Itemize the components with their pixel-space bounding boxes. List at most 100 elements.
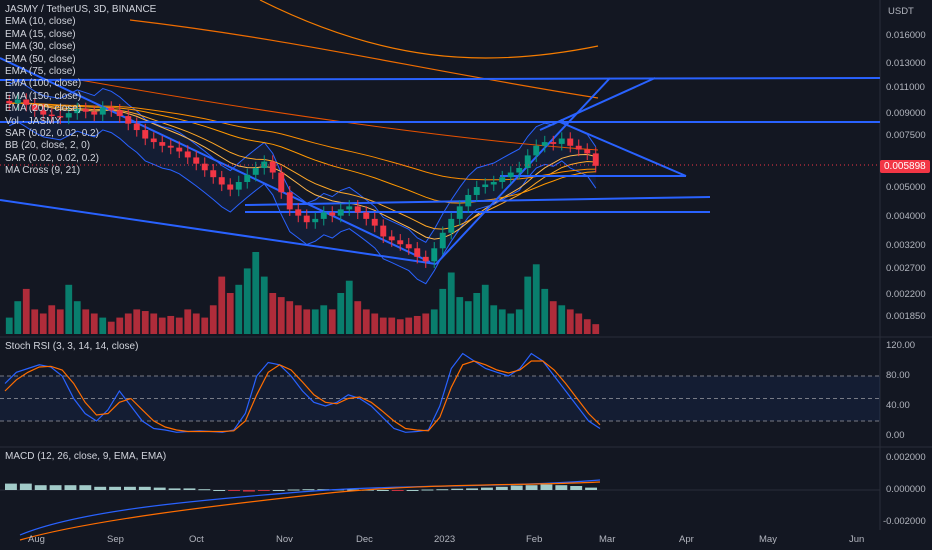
price-tick: 0.003200: [886, 240, 926, 251]
macd-histogram-bar: [555, 485, 568, 490]
volume-bar: [490, 305, 498, 334]
volume-bar: [456, 297, 464, 334]
candle-body: [337, 209, 344, 216]
trendline: [0, 77, 881, 81]
volume-bar: [124, 313, 132, 334]
volume-bar: [218, 276, 226, 334]
macd-histogram-bar: [391, 490, 404, 491]
candle-body: [244, 174, 251, 183]
volume-bar: [269, 293, 277, 334]
volume-bar: [532, 264, 540, 334]
volume-bar: [243, 268, 251, 334]
stoch-tick: 120.00: [886, 340, 916, 351]
macd-title[interactable]: MACD (12, 26, close, 9, EMA, EMA): [5, 451, 167, 462]
macd-tick: 0.000000: [886, 484, 926, 495]
candle-body: [380, 225, 387, 237]
bollinger-upper: [9, 79, 597, 243]
volume-bar: [362, 309, 370, 334]
candle-body: [269, 161, 276, 173]
candle-body: [439, 232, 446, 249]
volume-bar: [22, 288, 30, 334]
macd-histogram-bar: [257, 490, 270, 491]
volume-bar: [371, 313, 379, 334]
volume-bar: [260, 276, 268, 334]
volume-bar: [5, 317, 13, 334]
time-tick: Apr: [679, 534, 694, 545]
macd-histogram-bar: [570, 486, 583, 490]
volume-bar: [82, 309, 90, 334]
candle-body: [133, 123, 140, 131]
candle-body: [116, 110, 123, 117]
volume-bar: [158, 317, 166, 334]
ema-200-line: [259, 0, 599, 59]
candle-body: [584, 149, 591, 154]
candle-body: [31, 104, 38, 111]
macd-histogram-bar: [213, 490, 226, 491]
candle-body: [74, 108, 81, 114]
volume-bar: [566, 309, 574, 334]
candle-body: [490, 182, 497, 185]
macd-histogram-bar: [228, 490, 241, 491]
volume-bar: [388, 317, 396, 334]
volume-bar: [201, 317, 209, 334]
candle-body: [6, 100, 13, 104]
ema-150-line: [129, 19, 599, 99]
stoch-d-line: [4, 360, 601, 433]
candle-body: [550, 142, 557, 144]
price-tick: 0.011000: [886, 82, 925, 93]
volume-bar: [592, 324, 600, 334]
candle-body: [456, 206, 463, 219]
macd-histogram-bar: [138, 486, 151, 490]
candle-body: [354, 206, 361, 213]
price-tick: 0.002200: [886, 289, 926, 300]
macd-histogram-bar: [317, 489, 330, 491]
macd-histogram-bar: [436, 489, 449, 491]
candle-body: [159, 142, 166, 146]
volume-bar: [235, 284, 243, 334]
candle-body: [210, 170, 217, 178]
volume-bar: [99, 317, 107, 334]
candle-body: [312, 218, 319, 223]
stoch-rsi-title[interactable]: Stoch RSI (3, 3, 14, 14, close): [5, 341, 139, 352]
trendline: [0, 199, 437, 265]
volume-bar: [430, 309, 438, 334]
candle-body: [218, 177, 225, 185]
time-tick: Dec: [356, 534, 373, 545]
volume-bar: [575, 313, 583, 334]
candle-body: [397, 240, 404, 245]
time-tick: Oct: [189, 534, 204, 545]
macd-histogram-bar: [540, 484, 553, 490]
volume-bar: [396, 319, 404, 334]
volume-bar: [90, 313, 98, 334]
volume-bar: [184, 309, 192, 334]
macd-histogram-bar: [34, 485, 47, 490]
macd-histogram-bar: [376, 490, 389, 491]
volume-bar: [320, 305, 328, 334]
candle-body: [422, 256, 429, 262]
candle-body: [184, 151, 191, 158]
candle-body: [465, 194, 472, 207]
volume-bar: [226, 293, 234, 334]
price-tick: 0.009000: [886, 108, 926, 119]
macd-histogram-bar: [347, 489, 360, 491]
volume-bar: [558, 305, 566, 334]
volume-bar: [167, 315, 175, 334]
macd-histogram-bar: [451, 488, 464, 490]
stoch-tick: 40.00: [886, 400, 910, 411]
candle-body: [150, 138, 157, 143]
volume-bar: [379, 317, 387, 334]
stoch-band: [0, 376, 880, 421]
volume-bar: [328, 309, 336, 334]
price-tick: 0.002700: [886, 263, 926, 274]
candle-body: [405, 244, 412, 249]
candle-body: [201, 163, 208, 171]
time-tick: Jun: [849, 534, 865, 545]
volume-bar: [31, 309, 39, 334]
signal-line: [19, 481, 601, 541]
macd-histogram-bar: [64, 485, 77, 490]
volume-bar: [464, 301, 472, 334]
bollinger-lower: [9, 121, 597, 285]
volume-bar: [311, 309, 319, 334]
macd-histogram-bar: [302, 489, 315, 491]
